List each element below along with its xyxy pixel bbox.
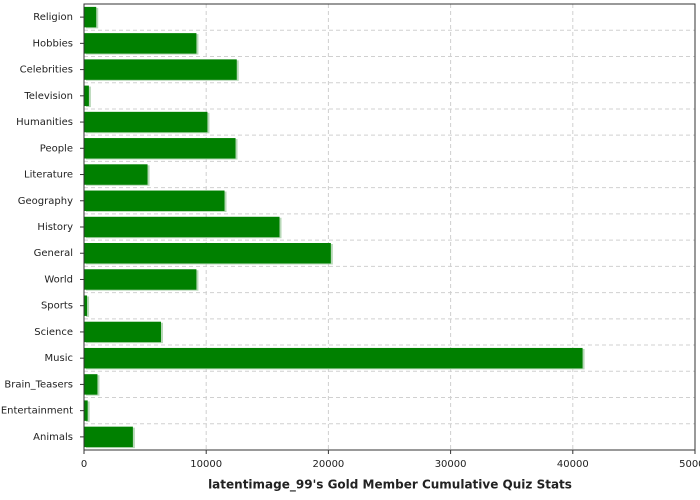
y-tick-label: Television (23, 91, 73, 102)
plot-frame (83, 3, 696, 451)
bar (84, 269, 197, 290)
bar (84, 85, 89, 107)
bar (84, 295, 88, 316)
bar (84, 243, 331, 264)
bar (84, 59, 237, 80)
y-tick-label: Geography (18, 196, 73, 207)
bar (84, 164, 148, 185)
bar (84, 33, 197, 54)
bar (84, 321, 161, 343)
y-tick-label: Hobbies (33, 38, 73, 49)
chart-title: latentimage_99's Gold Member Cumulative … (208, 478, 572, 493)
x-tick-label: 30000 (435, 459, 467, 470)
y-tick-label: Music (45, 353, 73, 364)
y-tick-label: Science (34, 327, 73, 338)
y-tick-label: Brain_Teasers (4, 379, 73, 390)
y-tick-label: Entertainment (1, 406, 73, 417)
y-tick-label: Literature (24, 170, 73, 181)
bar-shadow (86, 401, 90, 422)
bar (84, 400, 88, 421)
bar-shadow (86, 296, 90, 317)
y-tick-label: Religion (33, 12, 73, 23)
bar (84, 111, 208, 133)
x-tick-label: 20000 (312, 459, 344, 470)
x-tick-label: 10000 (190, 459, 222, 470)
y-tick-label: General (34, 248, 73, 259)
bar (84, 374, 98, 395)
bar (84, 138, 236, 159)
bar (84, 347, 583, 369)
x-tick-label: 40000 (557, 459, 589, 470)
y-tick-label: World (44, 274, 73, 285)
y-tick-label: Sports (41, 301, 73, 312)
x-tick-label: 0 (81, 459, 87, 470)
y-tick-label: Celebrities (20, 65, 73, 76)
y-tick-label: Animals (33, 432, 73, 443)
bar (84, 426, 133, 448)
bar (84, 216, 280, 238)
y-tick-label: Humanities (16, 117, 73, 128)
bar (84, 190, 225, 211)
y-tick-label: People (40, 143, 73, 154)
y-tick-label: History (37, 222, 73, 233)
x-tick-label: 50000 (679, 459, 700, 470)
bar (84, 6, 97, 28)
